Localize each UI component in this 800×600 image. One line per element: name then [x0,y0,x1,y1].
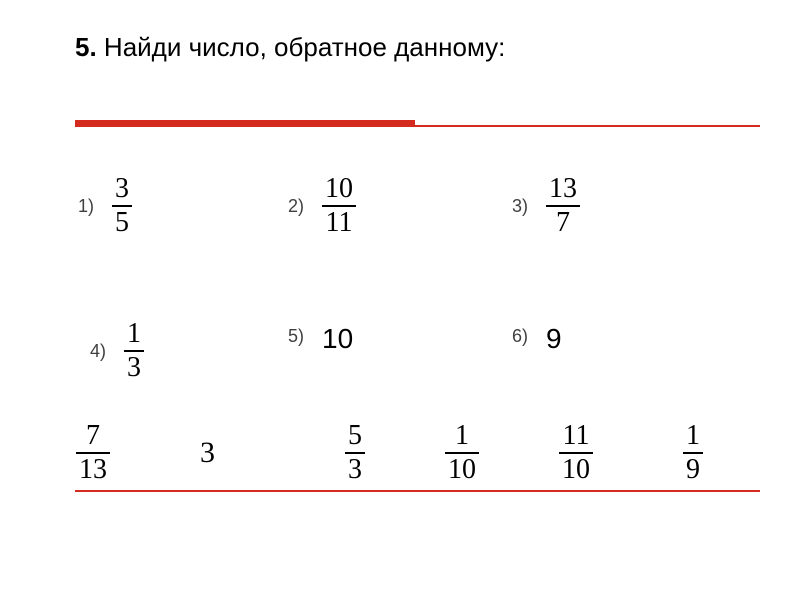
answer-3: 5 3 [345,422,365,484]
numerator: 5 [345,422,365,452]
denominator: 9 [683,454,703,484]
problem-6: 6) 9 [512,320,562,352]
problem-1: 1) 3 5 [78,175,132,237]
numerator: 1 [452,422,472,452]
problem-label: 6) [512,326,528,347]
whole-number: 10 [322,323,353,355]
fraction: 7 13 [76,422,110,484]
numerator: 7 [83,422,103,452]
answer-4: 1 10 [445,422,479,484]
numerator: 1 [683,422,703,452]
answer-1: 7 13 [76,422,110,484]
problem-4: 4) 1 3 [90,320,144,382]
answer-6: 1 9 [683,422,703,484]
numerator: 3 [112,175,132,205]
problem-label: 5) [288,326,304,347]
fraction: 1 10 [445,422,479,484]
denominator: 7 [553,207,573,237]
whole-number: 9 [546,323,562,355]
fraction: 10 11 [322,175,356,237]
denominator: 10 [445,454,479,484]
exercise-title: 5. Найди число, обратное данному: [75,32,505,63]
numerator: 1 [124,320,144,350]
denominator: 10 [559,454,593,484]
denominator: 3 [345,454,365,484]
exercise-number: 5. [75,32,97,62]
fraction: 5 3 [345,422,365,484]
divider-thick [75,120,415,127]
fraction: 11 10 [559,422,593,484]
problem-label: 2) [288,196,304,217]
answer-2: 3 [200,436,215,470]
problem-2: 2) 10 11 [288,175,356,237]
denominator: 3 [124,352,144,382]
numerator: 10 [322,175,356,205]
exercise-text: Найди число, обратное данному: [97,32,506,62]
denominator: 5 [112,207,132,237]
denominator: 11 [323,207,356,237]
fraction: 3 5 [112,175,132,237]
problem-label: 4) [90,341,106,362]
problem-3: 3) 13 7 [512,175,580,237]
problem-label: 3) [512,196,528,217]
problem-label: 1) [78,196,94,217]
fraction: 1 3 [124,320,144,382]
numerator: 13 [546,175,580,205]
bottom-divider [75,490,760,492]
problem-5: 5) 10 [288,320,353,352]
fraction: 1 9 [683,422,703,484]
answers-row: 7 13 3 5 3 1 10 11 10 1 9 [76,422,744,484]
numerator: 11 [560,422,593,452]
divider-thin [415,125,760,127]
answer-5: 11 10 [559,422,593,484]
fraction: 13 7 [546,175,580,237]
denominator: 13 [76,454,110,484]
